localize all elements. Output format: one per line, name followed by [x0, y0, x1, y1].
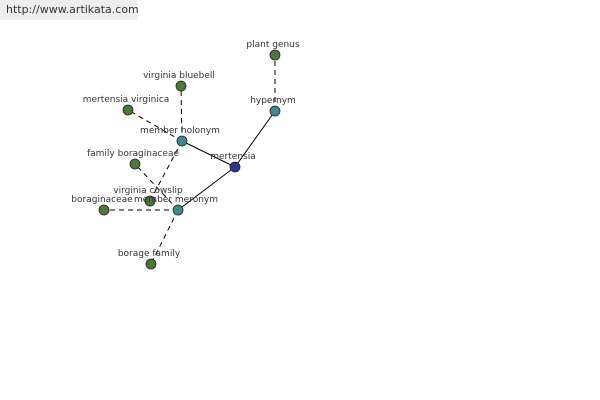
node[interactable] [129, 158, 141, 170]
node-label[interactable]: hypernym [250, 96, 296, 106]
node[interactable] [176, 135, 188, 147]
edge [181, 140, 236, 168]
node-label[interactable]: borage family [118, 249, 181, 259]
node[interactable] [144, 195, 156, 207]
node-label[interactable]: boraginaceae [71, 195, 133, 205]
node-label[interactable]: plant genus [246, 40, 299, 50]
node-label[interactable]: family boraginaceae [87, 149, 180, 159]
node[interactable] [229, 161, 241, 173]
node[interactable] [98, 204, 110, 216]
node[interactable] [269, 49, 281, 61]
dashed-edge [127, 109, 183, 142]
node-label[interactable]: mertensia [210, 152, 255, 162]
dashed-edge [150, 209, 179, 265]
dashed-edge [149, 140, 183, 202]
node-label[interactable]: member meronym [134, 195, 218, 205]
node-label[interactable]: virginia bluebell [143, 71, 215, 81]
node[interactable] [269, 105, 281, 117]
edge [177, 166, 236, 211]
node-label[interactable]: mertensia virginica [83, 95, 170, 105]
site-url[interactable]: http://www.artikata.com [0, 0, 139, 20]
dashed-edge [180, 85, 183, 142]
node[interactable] [175, 80, 187, 92]
node-label[interactable]: member holonym [140, 126, 220, 136]
node-label[interactable]: virginia cowslip [113, 186, 183, 196]
dashed-edge [134, 163, 179, 211]
node[interactable] [172, 204, 184, 216]
node[interactable] [122, 104, 134, 116]
edge [234, 110, 276, 168]
node[interactable] [145, 258, 157, 270]
